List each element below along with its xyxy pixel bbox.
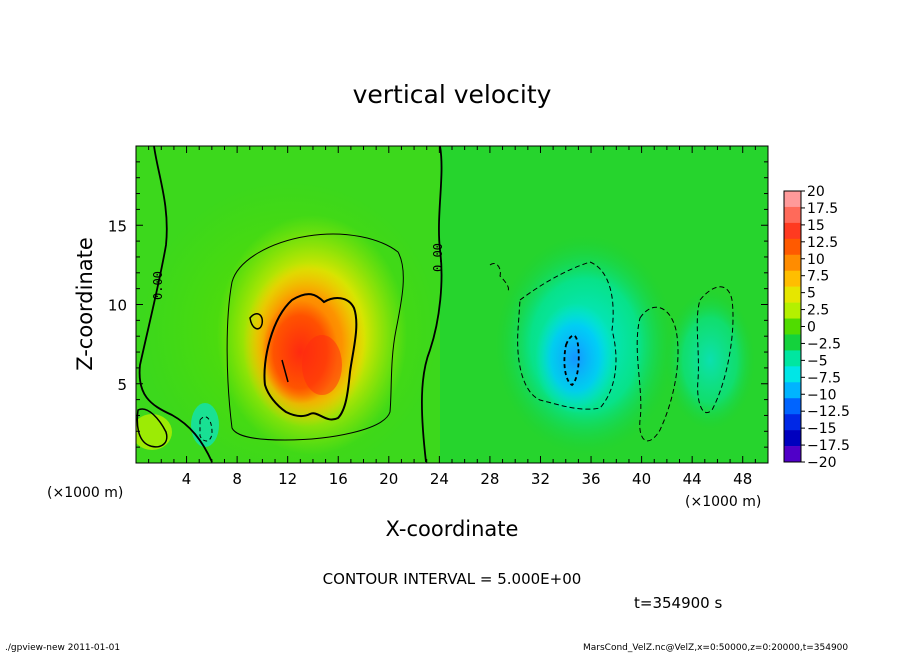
contour-neg10: [563, 334, 580, 387]
colorbar-swatch: [784, 270, 801, 287]
y-axis-label: Z-coordinate: [73, 237, 97, 371]
contour-neg5-right: [636, 306, 679, 442]
colorbar-label: −2.5: [807, 336, 841, 352]
contour-neg5-small: [199, 416, 213, 442]
x-axis: 4 8 12 16 20 24 28 32 36 40 44 48: [148, 146, 756, 488]
colorbar-label: 15: [807, 218, 825, 234]
colorbar-label: 7.5: [807, 269, 829, 285]
colorbar-swatch: [784, 222, 801, 240]
contour-neg5-far: [696, 286, 734, 413]
colorbar-swatch: [784, 254, 801, 272]
x-tick-label: 4: [182, 470, 192, 488]
colorbar-label: −17.5: [807, 438, 850, 454]
x-tick-label: 28: [480, 470, 499, 488]
contour-10-small: [249, 313, 264, 330]
colorbar-swatch: [784, 350, 801, 367]
colorbar-swatch: [784, 302, 801, 319]
contour-label-left: 0.00: [151, 271, 165, 300]
footer-right: MarsCond_VelZ.nc@VelZ,x=0:50000,z=0:2000…: [583, 643, 848, 653]
colorbar-swatch: [784, 286, 801, 303]
contour-5: [226, 233, 404, 441]
x-unit-left: (×1000 m): [47, 485, 123, 501]
y-tick-label: 15: [108, 217, 127, 235]
time-stamp: t=354900 s: [634, 594, 722, 612]
colorbar-label: 5: [807, 286, 816, 302]
contour-10: [263, 293, 358, 421]
colorbar-swatch: [784, 398, 801, 415]
x-axis-label: X-coordinate: [386, 517, 519, 541]
colorbar-label: 12.5: [807, 235, 838, 251]
colorbar-swatch: [784, 206, 801, 224]
x-tick-label: 16: [329, 470, 348, 488]
contour-label-mid: 0.00: [431, 243, 445, 272]
x-tick-label: 32: [531, 470, 550, 488]
contour-zero-left: [138, 146, 213, 463]
contour-interval: CONTOUR INTERVAL = 5.000E+00: [323, 570, 582, 588]
colorbar-label: 2.5: [807, 303, 829, 319]
x-tick-label: 36: [581, 470, 600, 488]
colorbar-swatch: [784, 191, 801, 208]
colorbar-swatch: [784, 318, 801, 335]
x-tick-label: 12: [278, 470, 297, 488]
colorbar-label: −5: [807, 353, 828, 369]
colorbar-label: 20: [807, 184, 825, 200]
contour-lines: [136, 146, 734, 463]
colorbar-swatch: [784, 334, 801, 351]
contour-zero-mid: [421, 146, 443, 463]
x-tick-label: 8: [232, 470, 242, 488]
colorbar-label: −10: [807, 387, 837, 403]
contour-labels: 0.00 0.00: [151, 243, 445, 300]
y-axis: 5 10 15: [108, 161, 768, 448]
heatmap-field: [136, 146, 768, 463]
colorbar-label: −12.5: [807, 404, 850, 420]
y-tick-label: 10: [108, 297, 127, 315]
footer-left: ./gpview-new 2011-01-01: [5, 643, 120, 653]
colorbar-swatch: [784, 366, 801, 383]
contour-neg5-main: [517, 261, 617, 410]
contour-10-streak: [281, 359, 289, 383]
colorbar-label: 17.5: [807, 201, 838, 217]
colorbar-swatch: [784, 446, 801, 463]
colorbar-swatch: [784, 238, 801, 256]
colorbar-swatch: [784, 430, 801, 447]
colorbar-label: −7.5: [807, 370, 841, 386]
colorbar-swatch: [784, 382, 801, 399]
colorbar-label: 0: [807, 320, 816, 336]
x-tick-label: 24: [430, 470, 449, 488]
colorbar-label: −20: [807, 455, 837, 471]
x-tick-label: 20: [379, 470, 398, 488]
x-unit-right: (×1000 m): [685, 494, 761, 510]
colorbar: 2017.51512.5107.552.50−2.5−5−7.5−10−12.5…: [783, 184, 850, 471]
x-tick-label: 48: [733, 470, 752, 488]
x-tick-label: 40: [632, 470, 651, 488]
colorbar-swatch: [784, 414, 801, 431]
chart-title: vertical velocity: [353, 80, 552, 109]
y-tick-label: 5: [117, 376, 127, 394]
contour-neg5-top: [489, 262, 509, 293]
colorbar-label: 10: [807, 252, 825, 268]
colorbar-label: −15: [807, 421, 837, 437]
x-tick-label: 44: [683, 470, 702, 488]
